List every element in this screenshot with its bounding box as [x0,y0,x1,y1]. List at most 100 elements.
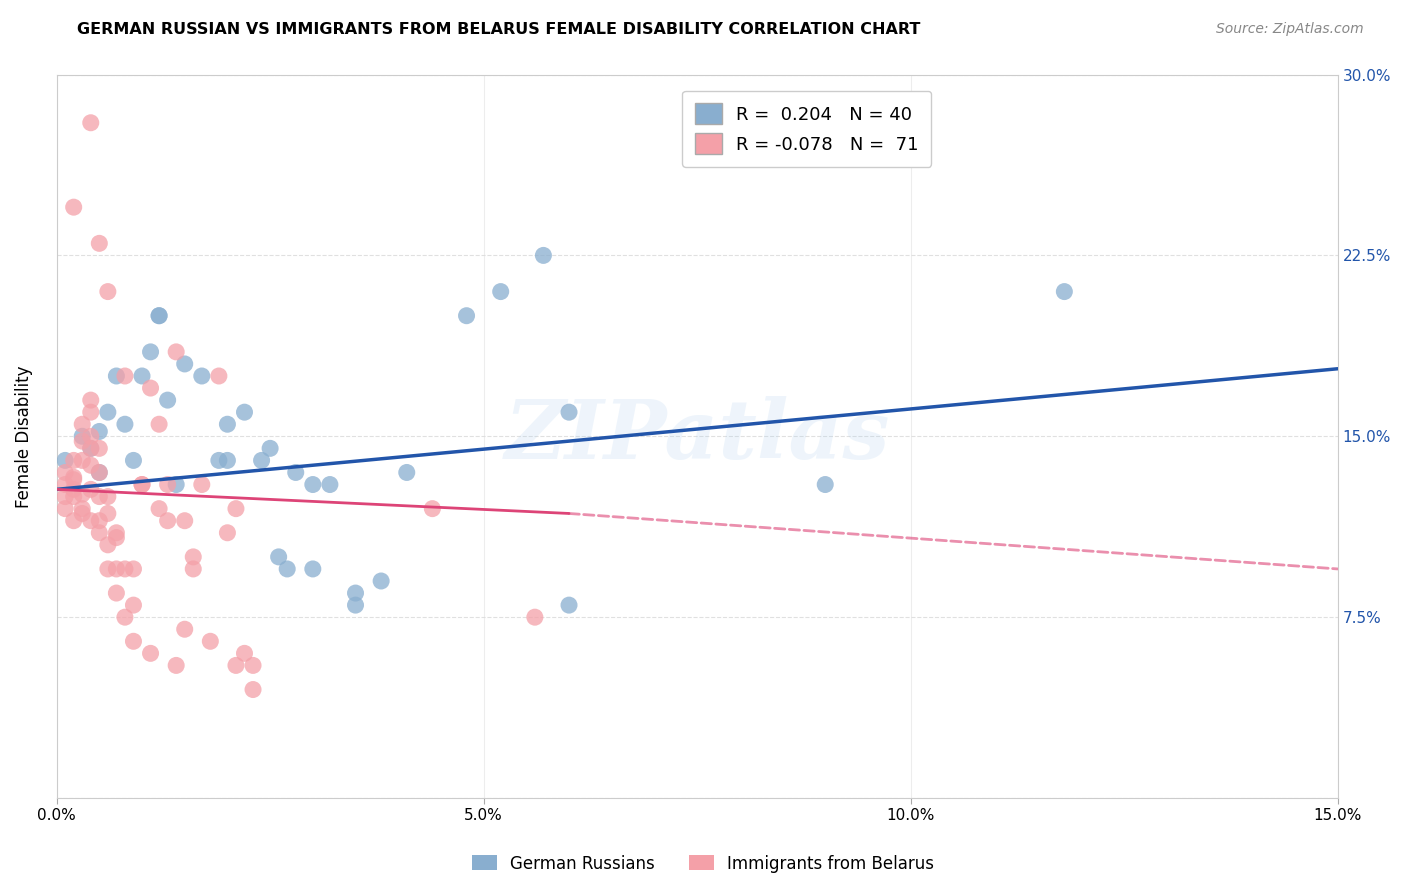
Point [62,473,84,487]
Point [70,429,93,443]
Point [105,531,128,545]
Point [105,525,128,540]
Point [156,477,179,491]
Point [233,405,256,419]
Point [456,309,478,323]
Point [242,658,264,673]
Point [173,622,195,636]
Point [165,658,187,673]
Point [267,549,290,564]
Point [89,514,111,528]
Point [531,248,554,262]
Point [225,658,247,673]
Point [319,477,342,491]
Point [191,369,214,384]
Point [122,634,145,648]
Point [217,453,239,467]
Point [208,453,231,467]
Point [344,586,367,600]
Point [233,646,256,660]
Point [156,393,179,408]
Point [80,405,103,419]
Point [344,598,367,612]
Point [89,525,111,540]
Point [62,490,84,504]
Point [114,562,136,576]
Point [489,285,512,299]
Point [114,417,136,432]
Point [558,598,581,612]
Point [105,562,128,576]
Legend: R =  0.204   N = 40, R = -0.078   N =  71: R = 0.204 N = 40, R = -0.078 N = 71 [682,91,932,167]
Point [70,417,93,432]
Point [62,483,84,497]
Point [181,549,204,564]
Point [80,458,103,473]
Point [191,477,214,491]
Point [181,562,204,576]
Point [156,514,179,528]
Point [131,369,153,384]
Point [80,442,103,456]
Point [105,586,128,600]
Point [89,442,111,456]
Point [217,417,239,432]
Point [139,381,162,395]
Point [97,562,120,576]
Legend: German Russians, Immigrants from Belarus: German Russians, Immigrants from Belarus [465,848,941,880]
Point [173,357,195,371]
Point [395,466,418,480]
Point [62,453,84,467]
Point [70,453,93,467]
Point [200,634,222,648]
Point [89,236,111,251]
Point [97,507,120,521]
Point [370,574,392,588]
Point [1053,285,1076,299]
Point [148,417,170,432]
Point [558,405,581,419]
Point [259,442,281,456]
Point [105,369,128,384]
Point [114,369,136,384]
Point [148,309,170,323]
Point [122,453,145,467]
Point [70,501,93,516]
Point [97,405,120,419]
Point [80,483,103,497]
Point [217,525,239,540]
Point [122,598,145,612]
Text: Source: ZipAtlas.com: Source: ZipAtlas.com [1216,22,1364,37]
Point [148,309,170,323]
Point [70,434,93,449]
Point [53,477,76,491]
Point [80,429,103,443]
Point [131,477,153,491]
Point [242,682,264,697]
Point [53,453,76,467]
Point [139,344,162,359]
Point [53,501,76,516]
Point [89,466,111,480]
Point [148,501,170,516]
Point [284,466,307,480]
Point [301,477,323,491]
Point [276,562,298,576]
Point [53,466,76,480]
Point [70,507,93,521]
Point [131,477,153,491]
Point [301,562,323,576]
Point [814,477,837,491]
Point [62,514,84,528]
Point [97,490,120,504]
Point [97,538,120,552]
Point [114,610,136,624]
Text: GERMAN RUSSIAN VS IMMIGRANTS FROM BELARUS FEMALE DISABILITY CORRELATION CHART: GERMAN RUSSIAN VS IMMIGRANTS FROM BELARU… [77,22,921,37]
Point [225,501,247,516]
Point [80,514,103,528]
Text: ZIPatlas: ZIPatlas [505,396,890,476]
Point [122,562,145,576]
Point [89,490,111,504]
Point [80,442,103,456]
Point [89,466,111,480]
